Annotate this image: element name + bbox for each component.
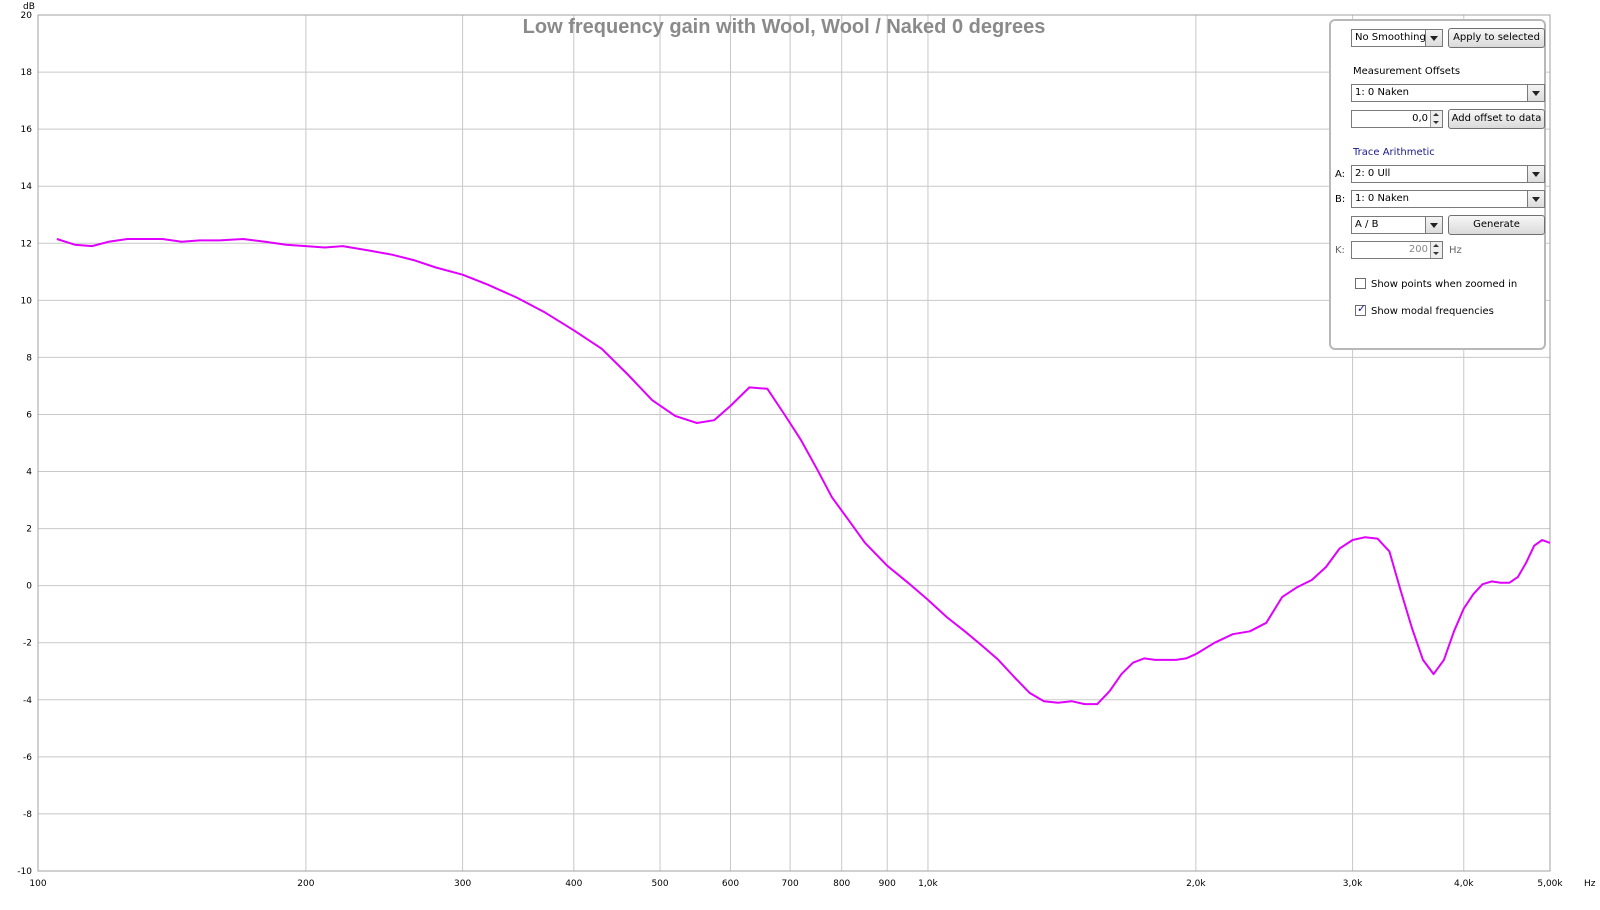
y-tick-label: 12	[21, 239, 32, 249]
x-tick-label: 500	[651, 879, 668, 889]
stepper-arrows-icon[interactable]	[1430, 111, 1442, 127]
y-tick-label: 14	[21, 182, 33, 192]
show-points-label: Show points when zoomed in	[1371, 279, 1518, 290]
trace-a-value: 2: 0 Ull	[1355, 168, 1391, 179]
operation-value: A / B	[1355, 219, 1379, 230]
trace-b-label: B:	[1335, 194, 1346, 205]
x-tick-label: 700	[782, 879, 799, 889]
x-axis-unit: Hz	[1584, 879, 1596, 889]
plot-frame	[37, 14, 1551, 872]
chevron-down-icon	[1425, 217, 1442, 233]
y-tick-label: -10	[17, 867, 32, 877]
show-modal-checkbox[interactable]: ✓	[1355, 302, 1367, 316]
chart-grid	[37, 14, 1551, 872]
offset-measurement-value: 1: 0 Naken	[1355, 87, 1409, 98]
check-icon: ✓	[1357, 302, 1367, 315]
y-tick-label: 2	[26, 525, 32, 535]
y-tick-label: 0	[26, 582, 32, 592]
y-tick-label: 4	[26, 468, 32, 478]
k-value-stepper[interactable]: 200	[1351, 241, 1443, 259]
x-tick-label: 3,0k	[1343, 879, 1363, 889]
y-tick-label: 20	[21, 11, 33, 21]
chart-title: Low frequency gain with Wool, Wool / Nak…	[523, 16, 1046, 38]
y-tick-label: 10	[21, 296, 33, 306]
trace-b-value: 1: 0 Naken	[1355, 193, 1409, 204]
y-tick-label: -6	[23, 753, 32, 763]
operation-dropdown[interactable]: A / B	[1351, 216, 1443, 234]
x-tick-label: 300	[454, 879, 471, 889]
x-tick-label: 800	[833, 879, 850, 889]
show-modal-label: Show modal frequencies	[1371, 306, 1494, 317]
offset-measurement-dropdown[interactable]: 1: 0 Naken	[1351, 84, 1545, 102]
y-tick-label: 18	[21, 68, 33, 78]
y-tick-label: 6	[26, 410, 32, 420]
x-tick-label: 4,0k	[1454, 879, 1474, 889]
measurement-offsets-heading: Measurement Offsets	[1353, 66, 1461, 77]
x-axis-tick-labels: 100 200 300 400 500 600 700 800 900 1,0k 2,0k 3,0k 4…	[29, 879, 1563, 889]
trace-a-dropdown[interactable]: 2: 0 Ull	[1351, 165, 1545, 183]
x-tick-label: 900	[879, 879, 896, 889]
trace-a-label: A:	[1335, 169, 1346, 180]
x-tick-label: 400	[565, 879, 582, 889]
show-points-checkbox[interactable]	[1355, 278, 1366, 289]
control-panel: No Smoothing Apply to selected Measureme…	[1329, 19, 1546, 350]
k-label: K:	[1335, 245, 1345, 256]
y-tick-label: -8	[23, 810, 32, 820]
x-tick-label: 100	[29, 879, 46, 889]
y-tick-label: 8	[26, 353, 32, 363]
k-unit: Hz	[1449, 245, 1462, 256]
add-offset-button[interactable]: Add offset to data	[1448, 109, 1545, 129]
y-tick-label: -4	[23, 696, 32, 706]
trace-line[interactable]	[56, 238, 1551, 706]
x-tick-label: 5,00k	[1537, 879, 1563, 889]
smoothing-value: No Smoothing	[1355, 32, 1426, 43]
x-tick-label: 200	[297, 879, 314, 889]
chevron-down-icon	[1527, 85, 1544, 101]
offset-value: 0,0	[1412, 113, 1428, 124]
trace-arithmetic-heading: Trace Arithmetic	[1353, 147, 1435, 158]
y-axis-unit: dB	[23, 2, 35, 12]
k-value: 200	[1408, 244, 1428, 255]
trace-b-dropdown[interactable]: 1: 0 Naken	[1351, 190, 1545, 208]
y-tick-label: -2	[23, 639, 32, 649]
stepper-arrows-icon[interactable]	[1430, 242, 1442, 258]
generate-button[interactable]: Generate	[1448, 215, 1545, 235]
y-tick-label: 16	[21, 125, 33, 135]
apply-to-selected-button[interactable]: Apply to selected	[1448, 28, 1545, 48]
chevron-down-icon	[1527, 166, 1544, 182]
x-tick-label: 2,0k	[1186, 879, 1206, 889]
chevron-down-icon	[1425, 30, 1442, 46]
x-tick-label: 600	[722, 879, 739, 889]
trace-layer	[56, 238, 1551, 706]
x-tick-label: 1,0k	[918, 879, 938, 889]
chevron-down-icon	[1527, 191, 1544, 207]
offset-value-stepper[interactable]: 0,0	[1351, 110, 1443, 128]
smoothing-dropdown[interactable]: No Smoothing	[1351, 29, 1443, 47]
